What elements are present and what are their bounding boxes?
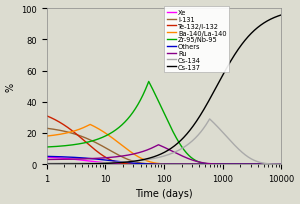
I-131	[280, 163, 283, 166]
Xe	[275, 163, 279, 166]
Cs-134	[280, 163, 283, 166]
Ru	[275, 163, 279, 166]
Xe	[280, 163, 283, 166]
Zr-95/Nb-95	[250, 163, 253, 166]
Cs-137	[145, 158, 148, 160]
Line: Cs-137: Cs-137	[46, 16, 281, 164]
Xe	[85, 160, 89, 162]
Line: Ba-140/La-140: Ba-140/La-140	[46, 125, 281, 164]
Ba-140/La-140	[135, 155, 139, 157]
Xe	[257, 163, 260, 166]
Cs-137	[250, 33, 253, 35]
Zr-95/Nb-95	[45, 146, 48, 149]
Cs-137	[85, 163, 89, 165]
Others	[250, 163, 253, 166]
Zr-95/Nb-95	[72, 144, 75, 146]
Te-132/I-132	[85, 142, 89, 145]
Zr-95/Nb-95	[147, 81, 151, 83]
Ru	[45, 159, 48, 161]
Others	[135, 162, 138, 165]
Te-132/I-132	[275, 163, 279, 166]
I-131	[250, 163, 253, 166]
I-131	[45, 128, 48, 130]
Line: Zr-95/Nb-95: Zr-95/Nb-95	[46, 82, 281, 164]
Y-axis label: %: %	[6, 82, 16, 91]
Line: I-131: I-131	[46, 129, 281, 164]
Ba-140/La-140	[85, 125, 89, 128]
Line: Cs-134: Cs-134	[46, 119, 281, 164]
Others	[145, 163, 148, 165]
Others	[85, 157, 89, 160]
Ba-140/La-140	[145, 160, 148, 162]
Others	[280, 163, 283, 166]
Others	[275, 163, 278, 166]
I-131	[275, 163, 278, 166]
Cs-137	[135, 160, 138, 162]
X-axis label: Time (days): Time (days)	[135, 188, 193, 198]
Ba-140/La-140	[72, 130, 75, 133]
Cs-134	[85, 162, 89, 164]
Legend: Xe, I-131, Te-132/I-132, Ba-140/La-140, Zr-95/Nb-95, Others, Ru, Cs-134, Cs-137: Xe, I-131, Te-132/I-132, Ba-140/La-140, …	[164, 8, 229, 73]
Ru	[145, 149, 148, 152]
Cs-137	[275, 16, 278, 19]
Te-132/I-132	[145, 163, 148, 166]
Ru	[72, 158, 75, 161]
Xe	[72, 158, 75, 161]
Ba-140/La-140	[250, 163, 253, 166]
Line: Others: Others	[46, 157, 281, 164]
Cs-137	[280, 15, 283, 17]
Te-132/I-132	[280, 163, 283, 166]
Line: Xe: Xe	[46, 157, 281, 164]
Cs-134	[45, 162, 48, 165]
I-131	[135, 161, 138, 164]
Xe	[145, 163, 148, 166]
Zr-95/Nb-95	[275, 163, 279, 166]
Ba-140/La-140	[275, 163, 279, 166]
Te-132/I-132	[250, 163, 253, 166]
Ru	[250, 163, 253, 166]
I-131	[145, 163, 148, 165]
Ru	[85, 158, 89, 160]
Others	[72, 156, 75, 159]
Zr-95/Nb-95	[135, 106, 138, 108]
Cs-134	[250, 158, 253, 160]
Ba-140/La-140	[45, 135, 48, 138]
Xe	[45, 156, 48, 159]
Line: Te-132/I-132: Te-132/I-132	[46, 116, 281, 164]
Cs-137	[45, 163, 48, 165]
Xe	[135, 163, 138, 166]
Others	[45, 155, 48, 158]
Te-132/I-132	[135, 163, 138, 165]
Te-132/I-132	[253, 163, 256, 166]
Cs-134	[135, 160, 138, 162]
Cs-134	[208, 118, 211, 121]
Ru	[135, 152, 138, 155]
Te-132/I-132	[72, 131, 75, 133]
Line: Ru: Ru	[46, 145, 281, 164]
Ru	[157, 144, 160, 146]
Ba-140/La-140	[88, 124, 92, 126]
Cs-134	[275, 163, 279, 165]
Cs-137	[72, 163, 75, 165]
Zr-95/Nb-95	[145, 86, 148, 88]
Zr-95/Nb-95	[85, 141, 89, 144]
Cs-134	[72, 162, 75, 165]
Ru	[280, 163, 283, 166]
I-131	[72, 133, 75, 135]
Cs-134	[145, 159, 148, 161]
Te-132/I-132	[45, 115, 48, 118]
I-131	[276, 163, 279, 166]
I-131	[85, 138, 89, 140]
Ba-140/La-140	[280, 163, 283, 166]
Xe	[250, 163, 253, 166]
Zr-95/Nb-95	[280, 163, 283, 166]
